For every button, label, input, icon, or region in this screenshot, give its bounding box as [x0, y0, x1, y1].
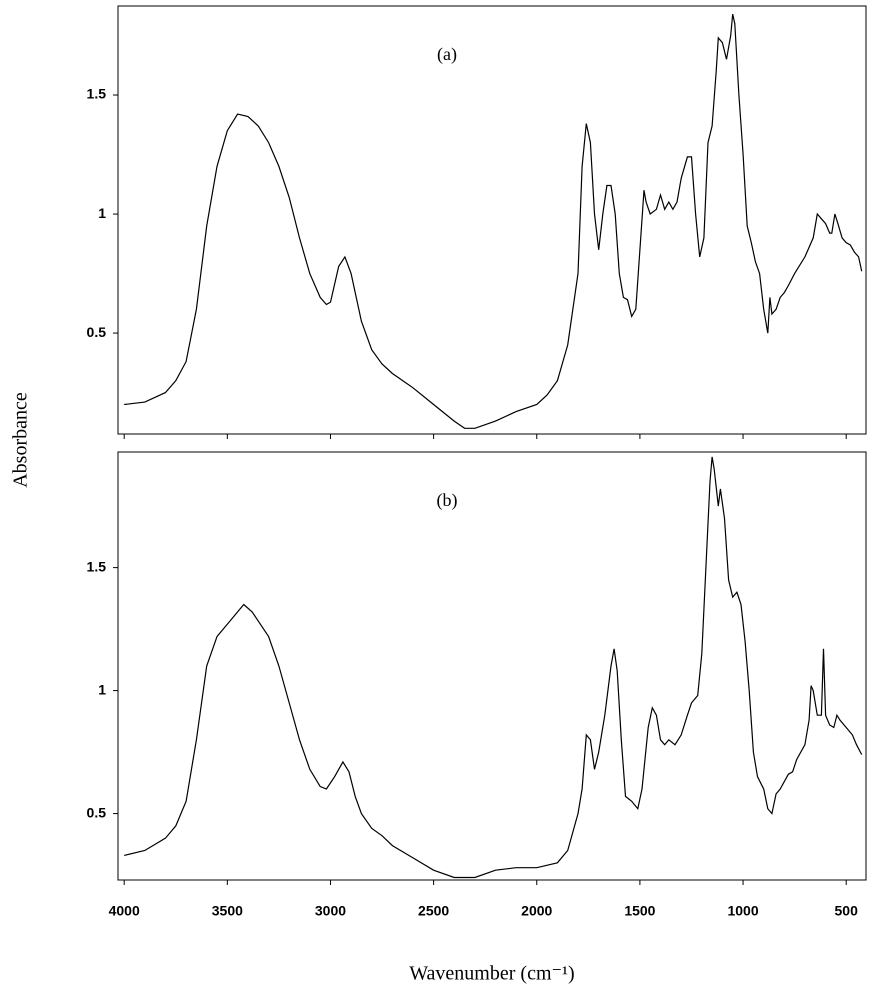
x-tick-label: 4000: [109, 903, 140, 919]
y-tick-label: 1.5: [87, 558, 107, 574]
panel-label: (b): [437, 490, 458, 511]
x-tick-label: 2500: [418, 903, 449, 919]
y-tick-label: 1: [98, 681, 106, 697]
x-tick-label: 500: [835, 903, 859, 919]
x-tick-label: 3000: [315, 903, 346, 919]
y-tick-label: 0.5: [87, 324, 107, 340]
y-tick-label: 0.5: [87, 804, 107, 820]
x-tick-label: 1000: [727, 903, 758, 919]
x-axis-label: Wavenumber (cm⁻¹): [409, 963, 574, 985]
x-tick-label: 3500: [212, 903, 243, 919]
plot-frame: [117, 5, 867, 435]
spectrum-line: [124, 13, 863, 429]
panel-label: (a): [437, 44, 457, 65]
y-tick-label: 1.5: [87, 86, 107, 102]
y-axis-label: Absorbance: [10, 392, 32, 488]
spectrum-line: [124, 456, 863, 879]
x-tick-label: 1500: [624, 903, 655, 919]
x-tick-label: 2000: [521, 903, 552, 919]
y-tick-label: 1: [98, 205, 106, 221]
plot-frame: [117, 451, 867, 881]
